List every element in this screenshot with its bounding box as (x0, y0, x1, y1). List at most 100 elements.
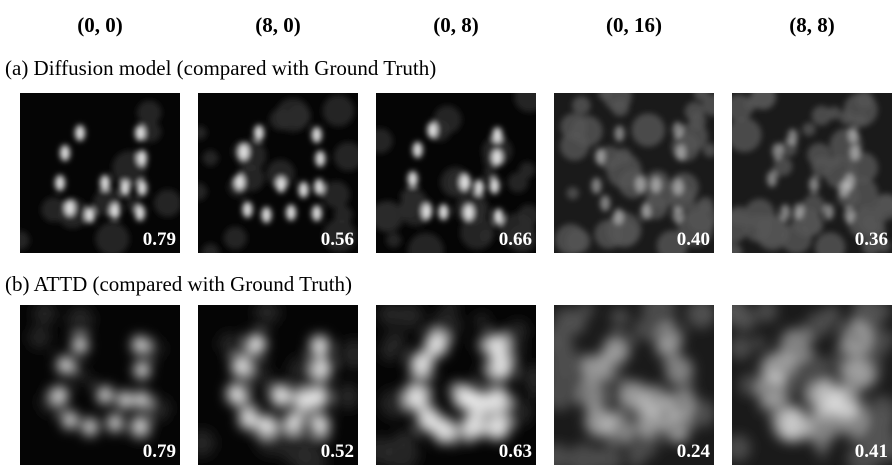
bright-spot (239, 144, 249, 160)
bright-spot (261, 207, 271, 223)
texture-blob (276, 98, 310, 132)
bright-spot (460, 174, 470, 190)
texture-blob (151, 407, 166, 422)
bright-spot (805, 412, 837, 446)
bright-spot (427, 122, 437, 138)
column-header: (0, 0) (77, 13, 123, 37)
bright-spot (655, 324, 683, 354)
bright-spot (824, 204, 834, 220)
texture-blob (615, 148, 632, 165)
texture-blob (188, 429, 216, 457)
texture-blob (610, 308, 629, 327)
bright-spot (578, 380, 606, 410)
bright-spot (665, 356, 693, 386)
texture-blob (856, 91, 874, 109)
texture-blob (528, 384, 543, 399)
texture-blob (802, 123, 815, 136)
texture-blob (697, 197, 713, 213)
bright-spot (75, 125, 85, 141)
texture-blob (755, 300, 778, 323)
texture-blob (816, 447, 828, 459)
bright-spot (135, 205, 145, 221)
texture-blob (642, 293, 677, 328)
texture-blob (727, 118, 762, 153)
texture-blob (145, 339, 164, 358)
figure: (0, 0)(8, 0)(0, 8)(0, 16)(8, 8)(a) Diffu… (0, 0, 895, 470)
texture-blob (750, 84, 776, 110)
bright-spot (673, 179, 683, 195)
score: 0.79 (143, 441, 176, 462)
bright-spot (439, 204, 449, 220)
texture-blob (560, 131, 589, 160)
texture-blob (725, 243, 742, 260)
texture-blob (335, 383, 362, 410)
score: 0.66 (499, 229, 532, 250)
texture-blob (689, 112, 706, 129)
texture-blob (553, 308, 582, 337)
texture-blob (505, 324, 524, 343)
bright-spot (254, 125, 264, 141)
texture-blob (696, 306, 714, 324)
bright-spot (137, 150, 147, 166)
texture-blob (385, 330, 406, 351)
bright-spot (464, 204, 474, 220)
bright-spot (286, 205, 296, 221)
bright-spot (844, 174, 854, 190)
bright-spot (809, 177, 819, 193)
bright-spot (848, 127, 858, 143)
bright-spot (82, 418, 98, 436)
texture-blob (189, 183, 207, 201)
texture-blob (218, 332, 241, 355)
bright-spot (604, 412, 632, 442)
texture-blob (368, 128, 393, 153)
bright-spot (132, 416, 148, 434)
bright-spot (614, 208, 624, 224)
bright-spot (120, 180, 130, 196)
bright-spot (673, 122, 683, 138)
score: 0.24 (677, 441, 711, 462)
texture-blob (203, 150, 219, 166)
bright-spot (493, 209, 503, 225)
bright-spot (772, 143, 782, 159)
texture-blob (474, 313, 490, 329)
bright-spot (235, 174, 245, 190)
bright-spot (614, 126, 624, 142)
texture-blob (803, 194, 824, 215)
bright-spot (314, 179, 324, 195)
texture-blob (628, 452, 644, 468)
texture-blob (744, 214, 772, 242)
texture-blob (694, 86, 709, 101)
texture-blob (514, 82, 544, 112)
texture-blob (671, 133, 699, 161)
bright-spot (312, 127, 322, 143)
bright-spot (310, 335, 330, 357)
bright-spot (107, 414, 123, 432)
texture-blob (854, 114, 868, 128)
row-label: (a) Diffusion model (compared with Groun… (5, 56, 436, 80)
texture-blob (154, 189, 181, 216)
score: 0.52 (321, 441, 354, 462)
column-header: (0, 8) (433, 13, 479, 37)
texture-blob (77, 371, 91, 385)
bright-spot (246, 333, 266, 355)
bright-spot (72, 336, 88, 354)
bright-spot (844, 207, 854, 223)
texture-blob (603, 82, 632, 111)
bright-spot (788, 129, 798, 145)
bright-spot (271, 385, 291, 407)
texture-blob (703, 143, 717, 157)
texture-blob (877, 304, 892, 319)
texture-blob (372, 201, 404, 233)
bright-spot (422, 204, 432, 220)
row-label: (b) ATTD (compared with Ground Truth) (5, 272, 352, 296)
texture-blob (728, 336, 752, 360)
bright-spot (584, 353, 612, 383)
bright-spot (52, 386, 68, 404)
texture-blob (254, 300, 280, 326)
bright-spot (591, 178, 601, 194)
bright-spot (794, 203, 804, 219)
texture-blob (339, 339, 369, 369)
texture-blob (11, 231, 30, 250)
bright-spot (489, 354, 513, 380)
texture-blob (224, 227, 247, 250)
